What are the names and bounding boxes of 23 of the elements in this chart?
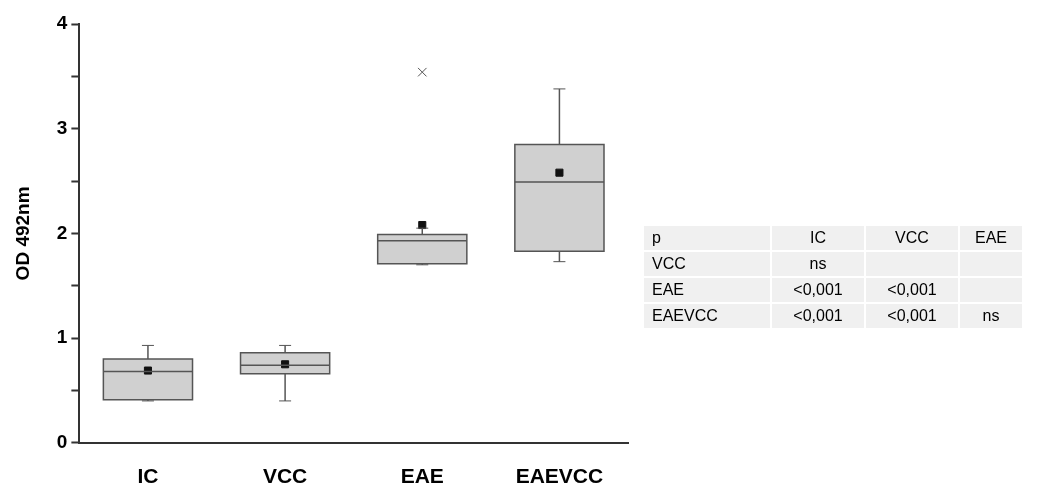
category-label: EAE [652, 281, 685, 298]
category-label: EAE [960, 226, 1022, 250]
text: <0,001 [793, 281, 843, 298]
x-tick-label: VCC [262, 464, 308, 488]
text: ns [982, 307, 1000, 324]
category-label: IC [772, 226, 864, 250]
y-tick-label: 3 [56, 116, 68, 138]
category-label: VCC [866, 226, 958, 250]
text: <0,001 [793, 307, 843, 324]
y-tick-label: 0 [56, 431, 68, 453]
x-tick-label: EAEVCC [515, 464, 604, 488]
text: <0,001 [887, 307, 937, 324]
category-label: VCC [652, 255, 686, 272]
y-tick-label: 4 [56, 12, 68, 34]
x-tick-label: IC [137, 464, 159, 488]
y-tick-label: 2 [56, 221, 68, 243]
text: p [644, 226, 770, 250]
x-tick-label: EAE [400, 464, 444, 488]
text: ns [809, 255, 827, 272]
y-tick-label: 1 [56, 326, 68, 348]
category-label: EAEVCC [652, 307, 718, 324]
y-axis-title: OD 492nm [11, 186, 33, 281]
text: <0,001 [887, 281, 937, 298]
